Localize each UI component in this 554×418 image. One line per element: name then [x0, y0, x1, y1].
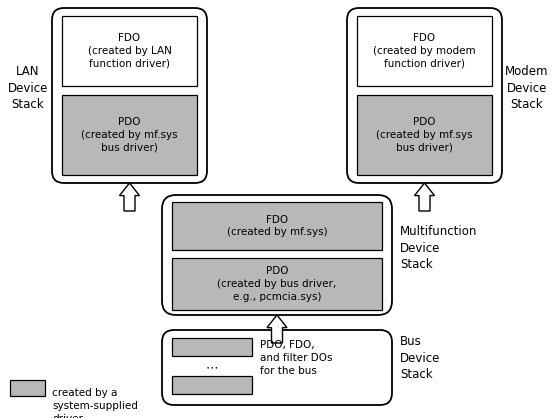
Text: FDO
(created by modem
function driver): FDO (created by modem function driver): [373, 33, 476, 69]
Bar: [172, 376, 252, 394]
Bar: [172, 202, 382, 250]
Text: ⋯: ⋯: [206, 362, 218, 375]
FancyBboxPatch shape: [162, 195, 392, 315]
Bar: [62, 16, 197, 86]
Bar: [172, 338, 252, 356]
Polygon shape: [120, 183, 140, 211]
FancyBboxPatch shape: [162, 330, 392, 405]
Polygon shape: [414, 183, 434, 211]
FancyBboxPatch shape: [347, 8, 502, 183]
Text: PDO
(created by mf.sys
bus driver): PDO (created by mf.sys bus driver): [81, 117, 178, 153]
Bar: [357, 16, 492, 86]
Text: FDO
(created by mf.sys): FDO (created by mf.sys): [227, 214, 327, 237]
Text: Multifunction
Device
Stack: Multifunction Device Stack: [400, 225, 478, 271]
Text: Modem
Device
Stack: Modem Device Stack: [505, 65, 549, 111]
Polygon shape: [267, 315, 287, 343]
Text: PDO, FDO,
and filter DOs
for the bus: PDO, FDO, and filter DOs for the bus: [260, 340, 332, 376]
Text: PDO
(created by bus driver,
e.g., pcmcia.sys): PDO (created by bus driver, e.g., pcmcia…: [217, 266, 337, 302]
Bar: [10, 380, 45, 396]
Text: FDO
(created by LAN
function driver): FDO (created by LAN function driver): [88, 33, 171, 69]
Text: PDO
(created by mf.sys
bus driver): PDO (created by mf.sys bus driver): [376, 117, 473, 153]
Text: created by a
system-supplied
driver: created by a system-supplied driver: [52, 388, 138, 418]
Bar: [172, 258, 382, 310]
FancyBboxPatch shape: [52, 8, 207, 183]
Bar: [62, 95, 197, 175]
Text: LAN
Device
Stack: LAN Device Stack: [8, 65, 48, 111]
Bar: [357, 95, 492, 175]
Text: Bus
Device
Stack: Bus Device Stack: [400, 335, 440, 381]
